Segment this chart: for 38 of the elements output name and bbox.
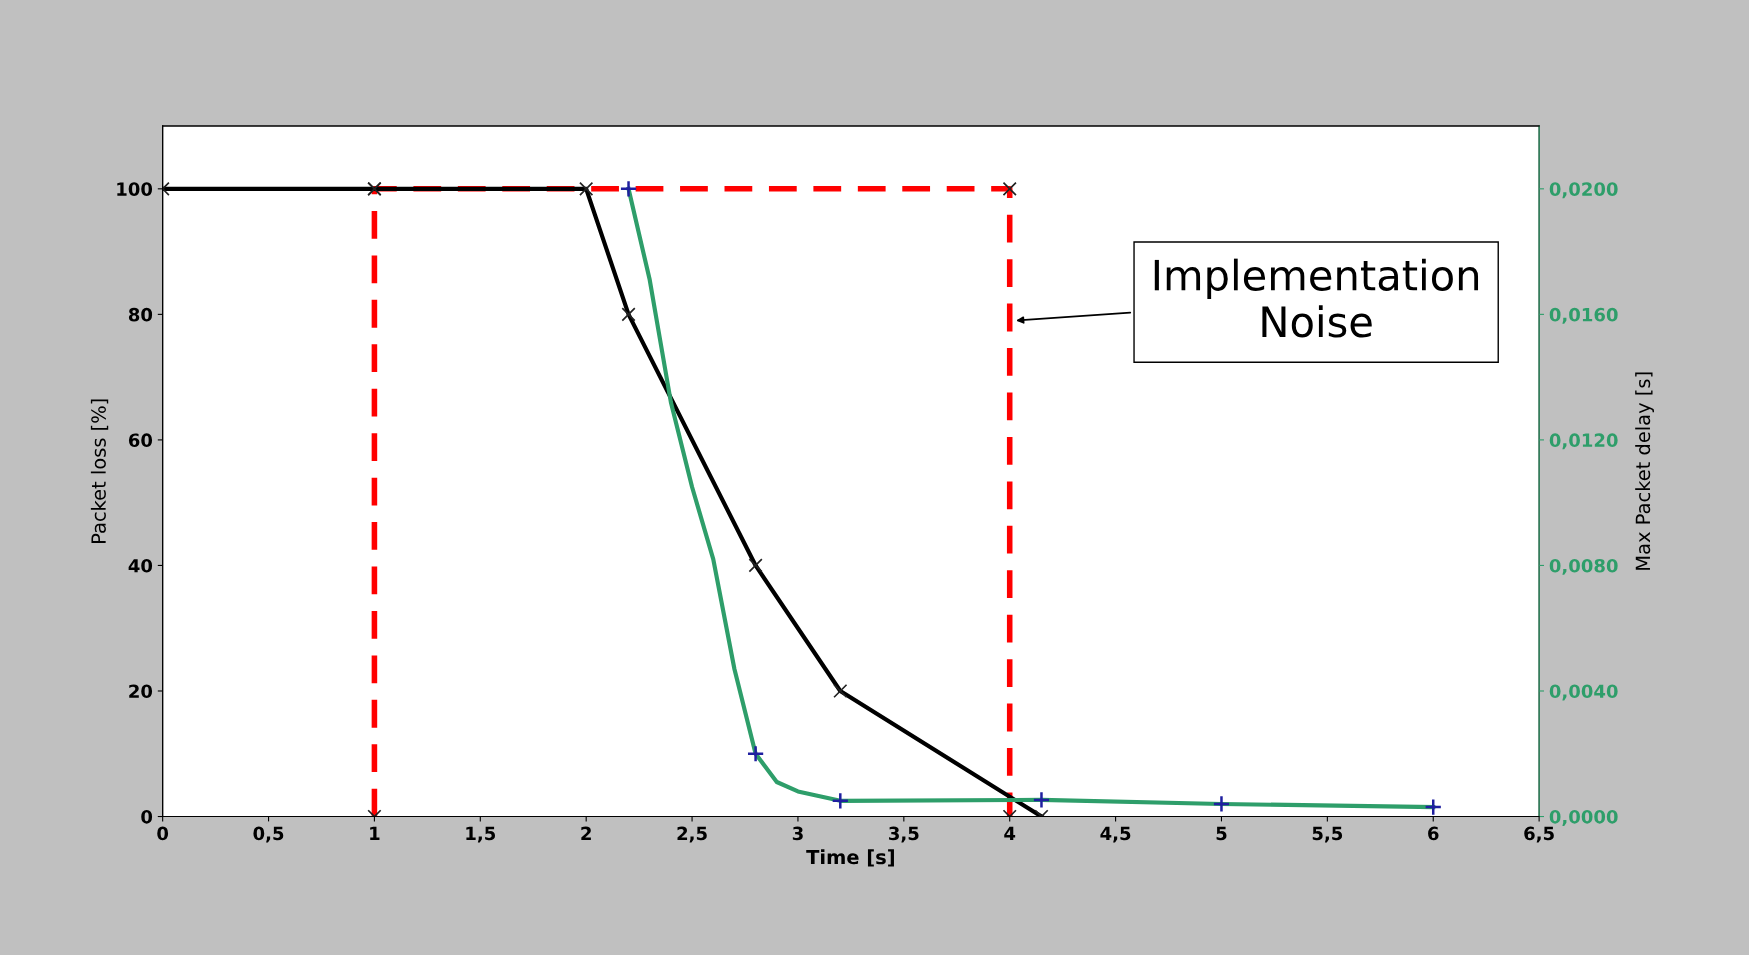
y2-tick-label: 0,0080 — [1549, 558, 1618, 575]
y2-tick-label: 0,0000 — [1549, 809, 1618, 826]
y-tick-label: 20 — [129, 684, 153, 699]
x-tick-label: 1,5 — [466, 826, 496, 843]
x-tick-label: 3 — [792, 826, 803, 841]
x-tick-label: 0,5 — [253, 826, 284, 843]
point — [831, 791, 850, 810]
point — [619, 179, 638, 198]
point — [621, 307, 636, 322]
x-tick-label: 2,5 — [677, 826, 707, 843]
point — [746, 744, 765, 763]
annotation: Implementation Noise — [1154, 258, 1479, 338]
x-tick-label: 0 — [157, 826, 169, 841]
y2-tick-label: 0,0160 — [1549, 307, 1618, 324]
x-tick-label: 2 — [581, 826, 591, 840]
x-tick-label: 6,5 — [1524, 826, 1554, 843]
y2-tick-label: 0,0200 — [1549, 182, 1618, 199]
point — [579, 181, 594, 196]
y2-tick-label: 0,0120 — [1549, 433, 1618, 450]
x-tick-label: 1 — [370, 826, 380, 840]
x-tick-label: 4 — [1004, 826, 1016, 840]
y-tick-label: 80 — [128, 307, 153, 322]
y2-tick-label: 0,0040 — [1549, 684, 1618, 701]
x-tick-label: 5 — [1216, 826, 1227, 841]
point — [1212, 795, 1231, 813]
x-tick-label: 4,5 — [1100, 826, 1131, 843]
y-tick-label: 100 — [117, 182, 153, 196]
x-tick-label: 6 — [1428, 826, 1439, 841]
y-tick-label: 60 — [128, 433, 153, 448]
point — [1424, 798, 1443, 816]
x-tick-label: 3,5 — [889, 826, 919, 843]
y-tick-label: 0 — [141, 809, 153, 824]
y2-axis-title: Max Packet delay [s] — [1635, 372, 1654, 570]
x-axis-title: Time [s] — [806, 849, 894, 867]
y-axis-title: Packet loss [%] — [90, 399, 109, 543]
point — [1032, 791, 1051, 809]
x-tick-label: 5,5 — [1312, 826, 1343, 843]
y-tick-label: 40 — [128, 558, 153, 573]
